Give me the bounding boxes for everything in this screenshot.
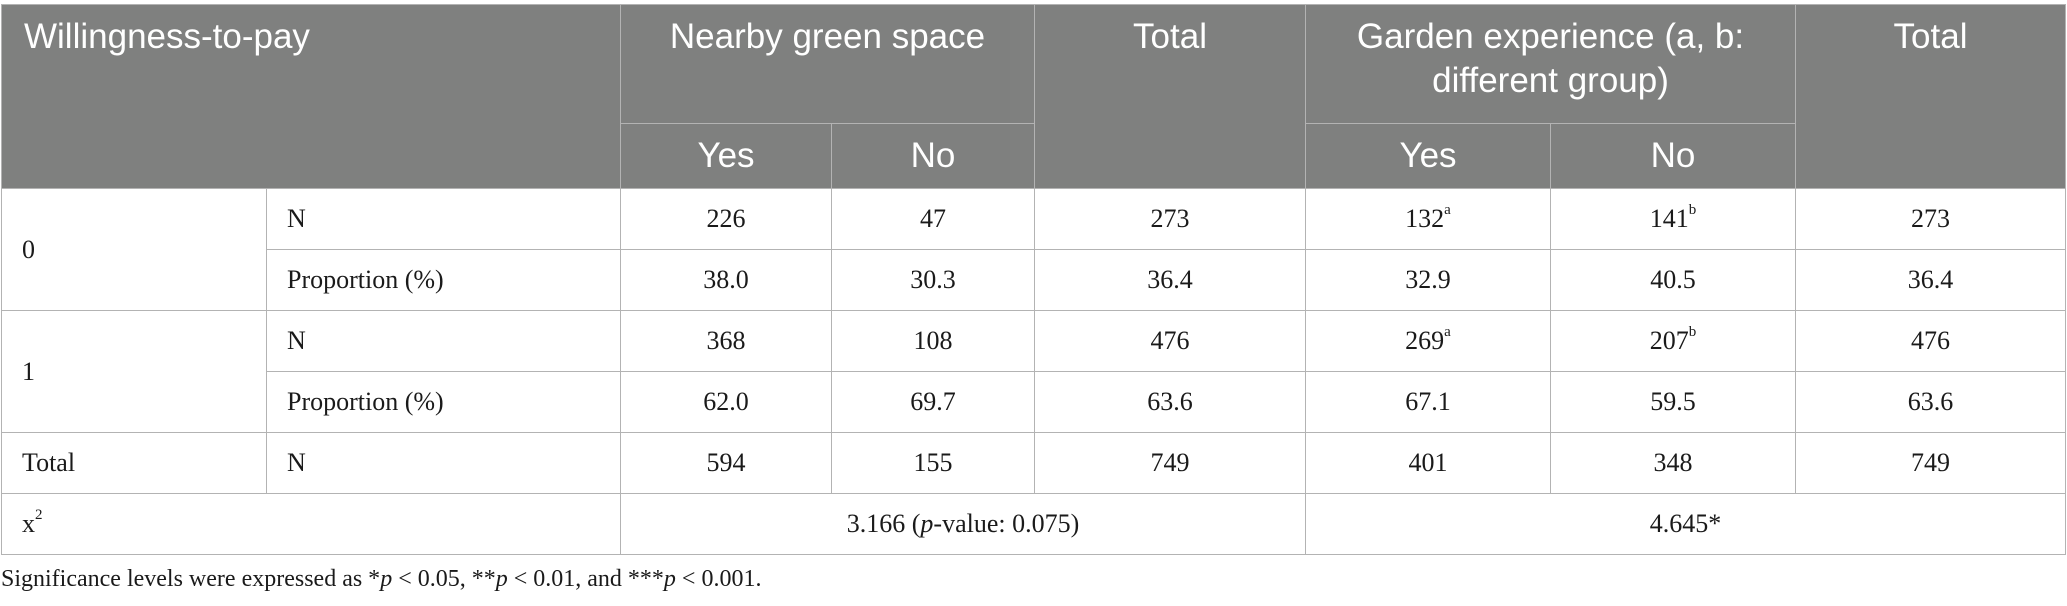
- cell-number: 132: [1405, 204, 1445, 233]
- cell-value: 141b: [1550, 188, 1797, 250]
- cell-value: 155: [830, 432, 1036, 494]
- group-superscript: b: [1688, 324, 1697, 340]
- chi-label-base: x: [22, 509, 35, 538]
- header-total-1: Total: [1034, 4, 1307, 189]
- cell-value: 32.9: [1305, 249, 1552, 311]
- table-row: 0 N 226 47 273 132a 141b 273: [1, 188, 2067, 311]
- chi-square-nearby: 3.166 (p-value: 0.075): [619, 493, 1307, 555]
- cell-number: 207: [1649, 326, 1689, 355]
- chi-nearby-rest: -value: 0.075): [933, 509, 1080, 538]
- cell-value: 40.5: [1550, 249, 1797, 311]
- row-label-n: N: [266, 310, 621, 372]
- chi-square-label: x2: [1, 493, 621, 555]
- cell-value: 67.1: [1305, 371, 1552, 433]
- group-superscript: a: [1444, 324, 1451, 340]
- table-row: 1 N 368 108 476 269a 207b 476: [1, 310, 2067, 433]
- cell-value: 59.5: [1550, 371, 1797, 433]
- significance-note: Significance levels were expressed as *p…: [1, 566, 761, 593]
- cell-value: 62.0: [620, 371, 832, 433]
- cell-value: 63.6: [1034, 371, 1307, 433]
- table-row-chi-square: x2 3.166 (p-value: 0.075) 4.645*: [1, 493, 2067, 555]
- row-label-proportion: Proportion (%): [266, 249, 621, 311]
- cell-value: 401: [1305, 432, 1552, 494]
- table-header: Willingness-to-pay Nearby green space To…: [1, 4, 2067, 189]
- cell-value: 132a: [1305, 188, 1552, 250]
- note-text: Significance levels were expressed as *: [1, 566, 381, 592]
- cell-value: 476: [1795, 310, 2067, 372]
- cell-value: 63.6: [1795, 371, 2067, 433]
- note-text: < 0.01, and ***: [507, 566, 664, 592]
- table-row: Proportion (%) 62.0 69.7 63.6 67.1 59.5 …: [2, 371, 2067, 433]
- header-willingness: Willingness-to-pay: [1, 4, 621, 189]
- header-garden-experience: Garden experience (a, b: different group…: [1305, 4, 1797, 124]
- note-p: p: [663, 566, 676, 592]
- cell-value: 273: [1034, 188, 1307, 250]
- header-garden-yes: Yes: [1305, 123, 1552, 189]
- row-label-proportion: Proportion (%): [266, 371, 621, 433]
- group-superscript: b: [1688, 202, 1697, 218]
- note-text: < 0.001.: [675, 566, 762, 592]
- cell-value: 476: [1034, 310, 1307, 372]
- note-p: p: [495, 566, 508, 592]
- header-nearby-yes: Yes: [620, 123, 832, 189]
- header-row-1: Willingness-to-pay Nearby green space To…: [1, 4, 2067, 189]
- cell-value: 36.4: [1034, 249, 1307, 311]
- header-garden-no: No: [1550, 123, 1797, 189]
- group-superscript: a: [1444, 202, 1451, 218]
- note-p: p: [380, 566, 393, 592]
- group-label-0: 0: [1, 188, 267, 311]
- cell-value: 348: [1550, 432, 1797, 494]
- note-text: < 0.05, **: [392, 566, 496, 592]
- cell-value: 30.3: [830, 249, 1036, 311]
- cell-value: 368: [620, 310, 832, 372]
- cell-value: 226: [620, 188, 832, 250]
- total-label: Total: [1, 432, 267, 494]
- chi-label-sup: 2: [35, 507, 43, 523]
- header-nearby-no: No: [830, 123, 1036, 189]
- cell-value: 594: [620, 432, 832, 494]
- cell-number: 141: [1649, 204, 1689, 233]
- chi-nearby-value: 3.166 (: [846, 509, 921, 538]
- cell-value: 207b: [1550, 310, 1797, 372]
- row-label-n: N: [266, 188, 621, 250]
- cell-value: 69.7: [830, 371, 1036, 433]
- table-row: Proportion (%) 38.0 30.3 36.4 32.9 40.5 …: [2, 249, 2067, 311]
- table-row-total: Total N 594 155 749 401 348 749: [1, 432, 2067, 494]
- cell-value: 269a: [1305, 310, 1552, 372]
- table-body: 0 N 226 47 273 132a 141b 273 Proportion …: [1, 188, 2067, 555]
- header-total-2: Total: [1795, 4, 2067, 189]
- cell-value: 749: [1034, 432, 1307, 494]
- willingness-to-pay-table: Willingness-to-pay Nearby green space To…: [1, 4, 2067, 555]
- cell-value: 38.0: [620, 249, 832, 311]
- cell-value: 273: [1795, 188, 2067, 250]
- cell-number: 269: [1405, 326, 1445, 355]
- cell-value: 47: [830, 188, 1036, 250]
- group-label-1: 1: [1, 310, 267, 433]
- header-nearby-green-space: Nearby green space: [619, 4, 1036, 124]
- row-label-n: N: [266, 432, 621, 494]
- chi-nearby-p: p: [920, 509, 934, 538]
- cell-value: 108: [830, 310, 1036, 372]
- cell-value: 36.4: [1795, 249, 2067, 311]
- cell-value: 749: [1795, 432, 2067, 494]
- header-row-2: Yes No Yes No: [2, 123, 2066, 189]
- chi-square-garden: 4.645*: [1305, 493, 2067, 555]
